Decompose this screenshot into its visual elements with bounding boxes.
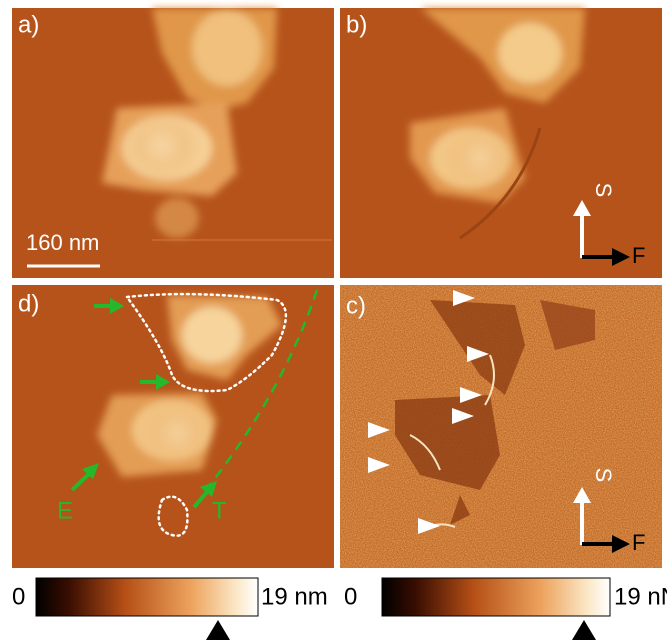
panel-c: c) S F	[340, 285, 662, 568]
colorbar-min: 0	[344, 583, 357, 610]
panel-label: a)	[18, 11, 39, 38]
colorbar: 0 19 nm	[12, 578, 328, 640]
panel-label: c)	[346, 292, 366, 319]
colorbar-max: 19 nm	[261, 583, 328, 610]
panel-b: b) S F	[340, 8, 662, 278]
colorbar: 0 19 nN	[344, 578, 667, 640]
panel-a: a) 160 nm	[12, 8, 334, 278]
axis-label: F	[632, 530, 645, 555]
colorbar-max: 19 nN	[614, 583, 667, 610]
marker-label: E	[57, 497, 73, 524]
panel-label: b)	[346, 11, 367, 38]
scale-bar-label: 160 nm	[26, 230, 99, 255]
panel-d: E T d)	[12, 285, 334, 568]
axis-label: S	[591, 468, 616, 483]
axis-label: F	[632, 243, 645, 268]
axis-label: S	[591, 183, 616, 198]
panel-label: d)	[18, 290, 39, 317]
colorbar-min: 0	[12, 583, 25, 610]
figure: a) 160 nm b) S F	[0, 0, 667, 640]
marker-label: T	[212, 497, 227, 524]
